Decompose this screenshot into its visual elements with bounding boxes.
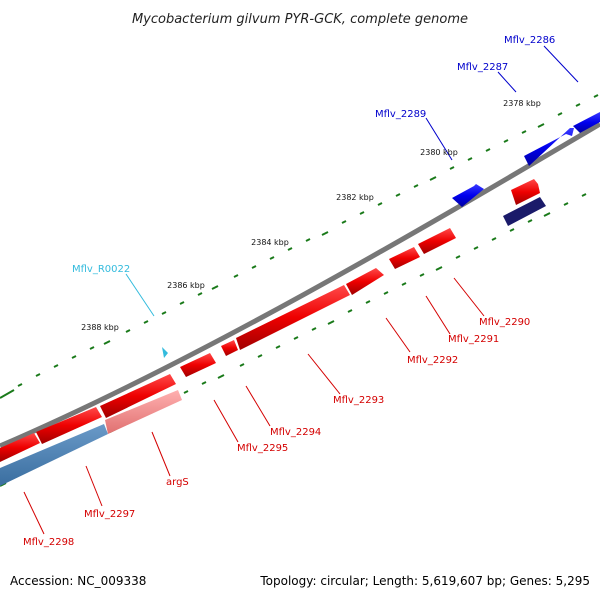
leader-mflv-2298 xyxy=(23,491,45,535)
gene-label-mflv-2297[interactable]: Mflv_2297 xyxy=(84,509,135,520)
leader-mflv-2286 xyxy=(543,45,579,83)
leader-mflv-2292 xyxy=(385,317,411,353)
genome-summary-label: Topology: circular; Length: 5,619,607 bp… xyxy=(259,574,590,588)
leader-mflv-2291 xyxy=(425,295,451,335)
outer-tick-track xyxy=(0,94,599,399)
forward-strand-genes xyxy=(162,112,600,358)
leader-args xyxy=(151,431,171,477)
gene-label-mflv-2294[interactable]: Mflv_2294 xyxy=(270,427,321,438)
gene-mflv-2290-arrow[interactable] xyxy=(511,179,540,205)
gene-mflv-2295-arrow[interactable] xyxy=(221,340,238,356)
gene-mflv-2287-arrow[interactable] xyxy=(524,128,574,166)
leader-lines xyxy=(23,45,579,535)
gene-mflv-r0022-arrow[interactable] xyxy=(162,347,168,358)
accession-label: Accession: NC_009338 xyxy=(10,574,146,588)
leader-mflv-2293 xyxy=(307,353,341,395)
genome-title: Mycobacterium gilvum PYR-GCK, complete g… xyxy=(132,12,468,27)
kbp-label-2382: 2382 kbp xyxy=(336,193,374,202)
gene-mflv-2295b-arrow[interactable] xyxy=(180,353,216,377)
kbp-label-2378: 2378 kbp xyxy=(503,99,541,108)
leader-mflv-2289 xyxy=(425,117,453,161)
kbp-label-2388: 2388 kbp xyxy=(81,323,119,332)
leader-mflv-2294 xyxy=(245,385,271,427)
gene-label-mflv-r0022[interactable]: Mflv_R0022 xyxy=(72,264,130,275)
leader-mflv-2287 xyxy=(497,71,517,93)
gene-label-mflv-2298[interactable]: Mflv_2298 xyxy=(23,537,74,548)
gene-mflv-2286-arrow[interactable] xyxy=(573,112,600,133)
gene-mflv-2294-arrow[interactable] xyxy=(236,285,350,350)
gene-label-mflv-2286[interactable]: Mflv_2286 xyxy=(504,35,555,46)
gene-label-mflv-2289[interactable]: Mflv_2289 xyxy=(375,109,426,120)
gene-label-mflv-2295[interactable]: Mflv_2295 xyxy=(237,443,288,454)
kbp-label-2386: 2386 kbp xyxy=(167,281,205,290)
gene-label-mflv-2287[interactable]: Mflv_2287 xyxy=(457,62,508,73)
gene-label-mflv-2292[interactable]: Mflv_2292 xyxy=(407,355,458,366)
gene-label-args[interactable]: argS xyxy=(166,477,189,488)
gene-label-mflv-2290[interactable]: Mflv_2290 xyxy=(479,317,530,328)
leader-mflv-2290 xyxy=(453,277,485,317)
gene-mflv-2290-shadow xyxy=(503,197,546,226)
leader-mflv-2295 xyxy=(213,399,239,443)
kbp-label-2384: 2384 kbp xyxy=(251,238,289,247)
gene-label-mflv-2293[interactable]: Mflv_2293 xyxy=(333,395,384,406)
gene-args-arrow[interactable] xyxy=(100,374,176,418)
gene-mflv-2297-arrow[interactable] xyxy=(36,407,102,444)
gene-mflv-2298-arrow[interactable] xyxy=(0,433,40,462)
gene-mflv-2297-steel xyxy=(0,424,108,486)
reverse-strand-genes xyxy=(0,179,546,486)
gene-label-mflv-2291[interactable]: Mflv_2291 xyxy=(448,334,499,345)
gene-args-shadow xyxy=(105,390,182,434)
gene-mflv-2291-arrow[interactable] xyxy=(418,228,456,254)
gene-mflv-2289-arrow[interactable] xyxy=(452,184,484,207)
leader-mflv-r0022 xyxy=(125,273,155,317)
kbp-label-2380: 2380 kbp xyxy=(420,148,458,157)
genome-backbone xyxy=(0,121,600,449)
leader-mflv-2297 xyxy=(85,465,103,507)
gene-mflv-2293-arrow[interactable] xyxy=(346,268,384,295)
gene-mflv-2292-arrow[interactable] xyxy=(389,247,420,269)
